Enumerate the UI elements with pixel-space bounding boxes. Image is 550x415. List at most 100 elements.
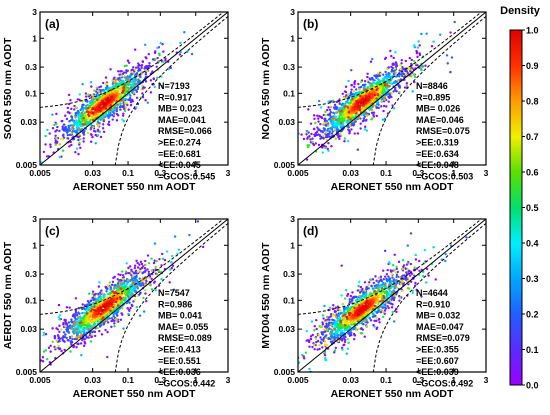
scatter-point [380,304,383,308]
scatter-point [90,93,94,97]
scatter-point [111,79,114,82]
scatter-point [317,143,321,147]
scatter-point [129,306,132,310]
scatter-point [332,115,335,118]
scatter-point [85,95,88,98]
panel-label: (a) [45,17,60,31]
scatter-point [111,82,115,85]
scatter-point [78,98,81,101]
scatter-point [386,83,389,87]
scatter-point [103,305,107,309]
scatter-point [57,346,60,350]
scatter-point [314,337,318,340]
scatter-point [356,289,360,292]
scatter-point [49,344,52,348]
scatter-point [111,118,114,121]
stats-line: N=7547 [158,288,190,298]
scatter-point [404,59,408,63]
scatter-point [55,112,58,116]
scatter-point [365,325,368,328]
panel-label: (c) [45,224,60,238]
scatter-point [359,332,363,335]
scatter-point [358,87,361,91]
scatter-point [383,275,387,278]
scatter-point [391,276,394,279]
scatter-point [351,97,354,101]
scatter-point [153,280,156,283]
scatter-point [98,329,101,333]
scatter-point [94,295,97,299]
scatter-point [421,64,424,68]
scatter-point [377,106,380,110]
scatter-point [418,259,421,263]
scatter-point [107,122,110,126]
scatter-point [62,133,65,136]
scatter-point [309,337,313,341]
scatter-point [63,348,66,352]
scatter-point [92,129,96,133]
scatter-point [186,50,189,53]
scatter-point [126,59,130,62]
scatter-point [362,119,366,122]
scatter-point [106,99,110,102]
scatter-point [87,301,91,304]
scatter-point [332,117,335,120]
scatter-point [336,324,340,328]
scatter-point [386,268,389,272]
scatter-point [173,235,177,238]
scatter-point [128,80,131,84]
scatter-point [332,119,335,123]
plot-frame [39,218,229,373]
scatter-point [91,107,95,111]
scatter-point [375,97,378,100]
scatter-point [75,328,79,331]
scatter-point [396,270,399,274]
scatter-point [78,123,81,127]
scatter-point [179,51,182,54]
scatter-point [336,305,340,308]
scatter-point [403,86,407,89]
scatter-point [87,116,91,119]
scatter-point [80,319,83,322]
scatter-point [380,84,384,87]
scatter-point [110,303,114,306]
scatter-point [58,318,61,321]
scatter-point [93,322,96,325]
scatter-point [78,321,81,325]
scatter-point [91,111,95,115]
scatter-point [136,69,140,72]
scatter-point [83,340,86,344]
scatter-point [407,262,410,265]
scatter-point [65,336,68,340]
scatter-point [78,93,82,96]
scatter-point [136,266,140,269]
scatter-point [345,288,348,292]
scatter-point [390,54,393,58]
scatter-point [365,114,368,117]
scatter-point [453,20,456,24]
scatter-point [354,303,357,306]
scatter-point [81,307,84,311]
scatter-point [362,92,366,95]
scatter-point [407,276,410,280]
scatter-point [317,333,321,336]
scatter-point [418,44,421,47]
scatter-point [316,339,320,343]
scatter-point [112,303,115,306]
scatter-point [160,277,163,281]
scatter-point [343,117,346,120]
scatter-point [47,346,51,350]
scatter-point [330,145,333,148]
scatter-point [110,88,113,92]
scatter-point [188,233,191,237]
scatter-point [369,319,373,322]
scatter-point [171,254,174,258]
scatter-point [360,322,364,325]
scatter-point [385,273,389,276]
scatter-point [332,304,335,307]
scatter-point [347,341,350,344]
scatter-point [92,125,95,129]
x-tick-label: 0.3 [154,168,166,178]
scatter-point [119,108,122,111]
scatter-point [382,315,385,319]
